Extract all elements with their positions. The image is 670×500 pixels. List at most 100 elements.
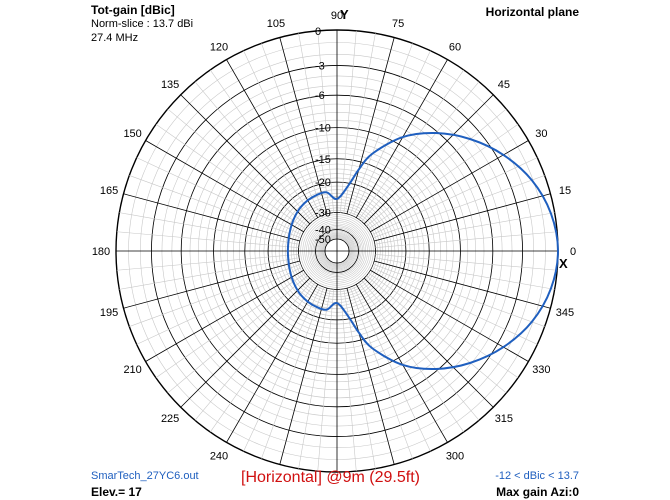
major-spoke: [370, 140, 529, 233]
radial-tick-label: -30: [315, 208, 331, 220]
norm-slice-label: Norm-slice : 13.7 dBi: [91, 18, 194, 30]
major-spoke: [355, 59, 448, 218]
radial-tick-label: -10: [315, 123, 331, 135]
minor-spoke: [352, 285, 431, 452]
radiation-pattern-line: [286, 131, 560, 371]
minor-spoke: [209, 282, 316, 433]
major-spoke: [370, 269, 529, 362]
minor-spoke: [136, 157, 303, 236]
minor-spoke: [261, 287, 325, 459]
angle-tick-label: 210: [123, 364, 141, 376]
minor-spoke: [167, 275, 308, 394]
angle-tick-label: 90: [331, 10, 343, 22]
minor-spoke: [119, 257, 300, 290]
minor-spoke: [136, 266, 303, 345]
minor-spoke: [361, 81, 480, 222]
major-spoke: [363, 277, 494, 408]
minor-spoke: [373, 263, 545, 327]
minor-spoke: [374, 257, 555, 290]
minor-spoke: [358, 69, 465, 220]
minor-spoke: [366, 275, 507, 394]
major-spoke: [145, 140, 304, 233]
major-spoke: [180, 94, 311, 225]
angle-tick-label: 225: [161, 413, 179, 425]
major-spoke: [123, 260, 300, 309]
minor-spoke: [358, 282, 465, 433]
major-spoke: [279, 37, 328, 214]
minor-spoke: [116, 254, 299, 271]
major-spoke: [374, 193, 551, 242]
x-axis-label: X: [559, 256, 568, 271]
y-axis-label: Y: [340, 7, 349, 22]
angle-tick-label: 60: [449, 42, 461, 54]
minor-spoke: [119, 212, 300, 245]
minor-spoke: [368, 123, 519, 230]
minor-spoke: [352, 50, 431, 217]
plane-label: Horizontal plane: [485, 5, 579, 19]
angle-tick-label: 105: [267, 18, 285, 30]
minor-spoke: [340, 30, 357, 213]
chart-title: Tot-gain [dBic]: [91, 3, 175, 17]
major-spoke: [226, 59, 319, 218]
minor-spoke: [349, 43, 413, 215]
minor-spoke: [116, 231, 299, 248]
angle-tick-label: 345: [556, 307, 574, 319]
max-gain-label: Max gain Azi:0: [496, 485, 579, 499]
angle-tick-label: 75: [392, 18, 404, 30]
major-spoke: [180, 277, 311, 408]
elevation-label: Elev.= 17: [91, 485, 142, 499]
radial-tick-label: -40: [315, 225, 331, 237]
angle-tick-label: 45: [498, 79, 510, 91]
minor-spoke: [129, 263, 301, 327]
angle-tick-label: 165: [100, 185, 118, 197]
radial-tick-label: -50: [315, 234, 331, 246]
angle-tick-label: 195: [100, 307, 118, 319]
minor-spoke: [261, 43, 325, 215]
minor-spoke: [371, 157, 538, 236]
minor-spoke: [361, 280, 480, 421]
minor-spoke: [317, 289, 334, 472]
minor-spoke: [375, 231, 558, 248]
minor-spoke: [194, 280, 313, 421]
gain-range-label: -12 < dBic < 13.7: [495, 470, 579, 482]
minor-spoke: [194, 81, 313, 222]
angle-tick-label: 120: [210, 42, 228, 54]
major-spoke: [145, 269, 304, 362]
minor-spoke: [155, 123, 306, 230]
major-spoke: [363, 94, 494, 225]
minor-spoke: [349, 287, 413, 459]
major-spoke: [346, 288, 395, 465]
radial-tick-label: 0: [315, 26, 321, 38]
minor-spoke: [366, 108, 507, 227]
radial-tick-label: -3: [315, 60, 325, 72]
angle-tick-label: 135: [161, 79, 179, 91]
minor-spoke: [368, 272, 519, 379]
minor-spoke: [129, 175, 301, 239]
minor-spoke: [243, 50, 322, 217]
radial-tick-label: -6: [315, 90, 325, 102]
file-name-label: SmarTech_27YC6.out: [91, 470, 199, 482]
angle-tick-label: 300: [446, 450, 464, 462]
minor-spoke: [371, 266, 538, 345]
angle-tick-label: 15: [559, 185, 571, 197]
angle-tick-label: 0: [570, 246, 576, 258]
radial-tick-label: -15: [315, 154, 331, 166]
major-spoke: [355, 284, 448, 443]
minor-spoke: [373, 175, 545, 239]
angle-tick-label: 315: [495, 413, 513, 425]
major-spoke: [346, 37, 395, 214]
minor-spoke: [155, 272, 306, 379]
minor-spoke: [375, 254, 558, 271]
angle-tick-label: 180: [92, 246, 110, 258]
minor-spoke: [298, 288, 331, 469]
minor-spoke: [298, 33, 331, 214]
plot-caption: [Horizontal] @9m (29.5ft): [241, 469, 420, 486]
major-spoke: [226, 284, 319, 443]
major-spoke: [374, 260, 551, 309]
angle-tick-label: 240: [210, 450, 228, 462]
minor-spoke: [317, 30, 334, 213]
minor-spoke: [167, 108, 308, 227]
major-spoke: [279, 288, 328, 465]
angle-tick-label: 150: [123, 128, 141, 140]
